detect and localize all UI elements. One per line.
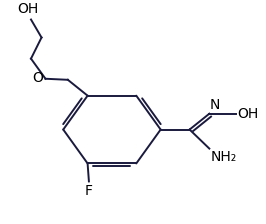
Text: F: F [85,183,93,198]
Text: NH₂: NH₂ [211,150,237,164]
Text: O: O [32,71,43,85]
Text: N: N [210,98,220,112]
Text: OH: OH [18,2,39,16]
Text: OH: OH [237,107,258,121]
